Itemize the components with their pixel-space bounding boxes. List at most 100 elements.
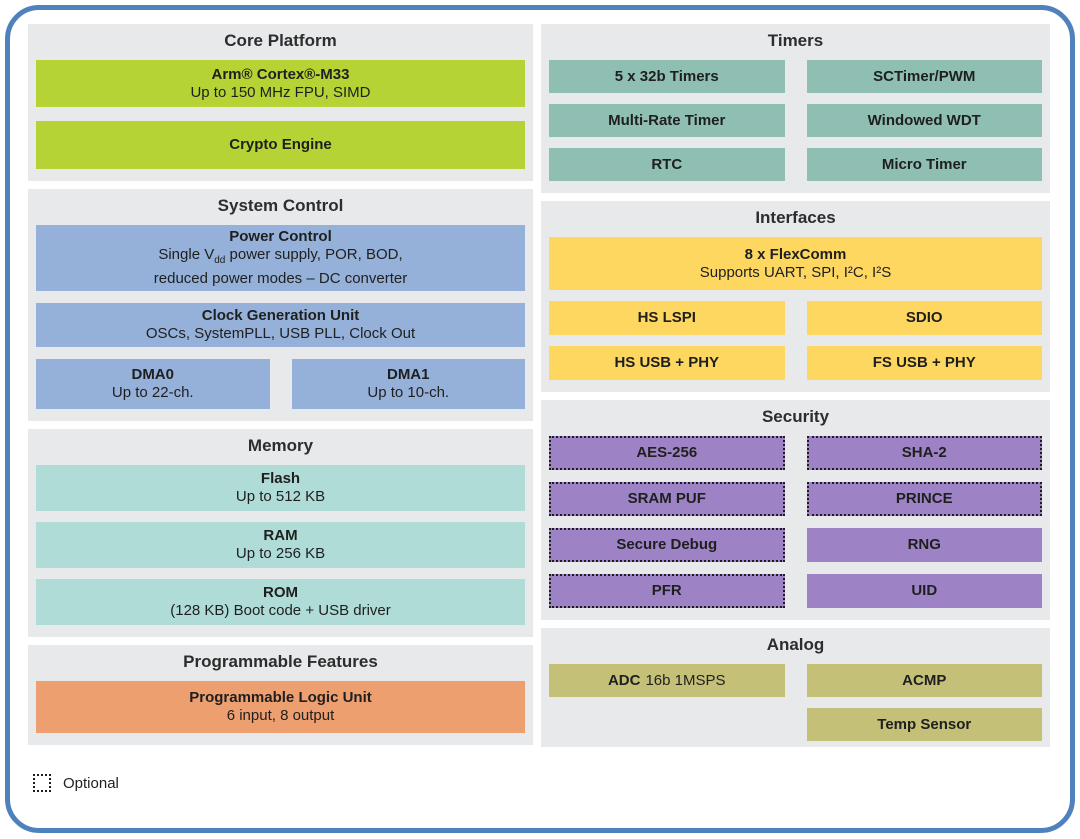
block-pfr: PFR: [549, 574, 785, 608]
block-secure-debug: Secure Debug: [549, 528, 785, 562]
block-title: Flash: [260, 470, 301, 487]
block-prince: PRINCE: [806, 482, 1042, 516]
block-subtitle: Up to 512 KB: [235, 488, 326, 505]
legend-label: Optional: [63, 774, 119, 792]
block-title: FS USB + PHY: [872, 354, 976, 371]
block-subtitle: Up to 150 MHz FPU, SIMD: [190, 83, 371, 101]
right-column: Timers 5 x 32b Timers SCTimer/PWM Multi-…: [541, 24, 1050, 755]
block-programmable-logic-unit: Programmable Logic Unit 6 input, 8 outpu…: [36, 681, 525, 733]
block-adc: ADC 16b 1MSPS: [549, 664, 785, 697]
block-subtitle: Up to 22-ch.: [111, 384, 194, 401]
block-clock-generation: Clock Generation Unit OSCs, SystemPLL, U…: [36, 303, 525, 347]
block-subtitle-line1: Single Vdd power supply, POR, BOD,: [40, 246, 521, 270]
block-title: DMA0: [131, 366, 174, 383]
block-flexcomm: 8 x FlexComm Supports UART, SPI, I²C, I²…: [549, 237, 1042, 290]
block-title: SHA-2: [901, 444, 947, 461]
legend-optional: Optional: [33, 774, 119, 792]
block-title: Multi-Rate Timer: [608, 111, 726, 129]
block-acmp: ACMP: [806, 664, 1042, 697]
left-column: Core Platform Arm® Cortex®-M33 Up to 150…: [28, 24, 533, 753]
block-title: ACMP: [902, 671, 947, 689]
section-security: Security AES-256 SHA-2 SRAM PUF PRINCE S…: [541, 400, 1050, 620]
block-title: ADC: [607, 671, 641, 689]
block-title: DMA1: [386, 366, 430, 383]
block-sctimer-pwm: SCTimer/PWM: [806, 60, 1042, 93]
block-sha-2: SHA-2: [806, 436, 1042, 470]
block-subtitle: (128 KB) Boot code + USB driver: [170, 602, 391, 619]
block-title: HS LSPI: [637, 309, 696, 326]
block-title: Secure Debug: [616, 536, 718, 553]
block-subtitle: Up to 256 KB: [235, 545, 326, 562]
section-memory: Memory Flash Up to 512 KB RAM Up to 256 …: [28, 429, 533, 637]
power-line1-pre: Single V: [158, 246, 215, 263]
block-power-control: Power Control Single Vdd power supply, P…: [36, 225, 525, 291]
block-micro-timer: Micro Timer: [806, 148, 1042, 181]
system-control-title: System Control: [217, 196, 344, 215]
block-subtitle: 6 input, 8 output: [226, 707, 335, 724]
block-temp-sensor: Temp Sensor: [806, 708, 1042, 741]
interfaces-title: Interfaces: [755, 208, 836, 227]
block-hs-lspi: HS LSPI: [549, 301, 785, 335]
block-sdio: SDIO: [806, 301, 1042, 335]
programmable-features-title: Programmable Features: [183, 652, 378, 671]
block-title: SDIO: [905, 309, 943, 326]
block-title: Micro Timer: [881, 155, 967, 173]
block-title: Crypto Engine: [229, 136, 332, 153]
analog-title: Analog: [766, 635, 825, 654]
section-timers: Timers 5 x 32b Timers SCTimer/PWM Multi-…: [541, 24, 1050, 193]
block-rng: RNG: [806, 528, 1042, 562]
block-title: PFR: [651, 582, 682, 599]
power-line1-sub: dd: [214, 255, 226, 266]
block-windowed-wdt: Windowed WDT: [806, 104, 1042, 137]
block-subtitle-line2: reduced power modes – DC converter: [153, 270, 408, 287]
section-analog: Analog ADC 16b 1MSPS ACMP Temp Sensor: [541, 628, 1050, 747]
block-title: RTC: [651, 155, 683, 173]
block-title: Power Control: [229, 228, 332, 245]
block-subtitle: 16b 1MSPS: [645, 671, 726, 689]
block-title: 8 x FlexComm: [744, 245, 847, 263]
block-title: Windowed WDT: [867, 111, 981, 129]
block-title: Arm® Cortex®-M33: [211, 65, 350, 83]
block-title: 5 x 32b Timers: [614, 67, 719, 85]
block-uid: UID: [806, 574, 1042, 608]
block-crypto-engine: Crypto Engine: [36, 121, 525, 169]
block-title: Temp Sensor: [877, 715, 972, 733]
block-title: Programmable Logic Unit: [189, 689, 372, 706]
block-rtc: RTC: [549, 148, 785, 181]
block-ram: RAM Up to 256 KB: [36, 522, 525, 568]
block-title: RNG: [907, 536, 941, 553]
optional-dashed-icon: [33, 774, 51, 792]
power-line1-post: power supply, POR, BOD,: [225, 246, 403, 263]
section-system-control: System Control Power Control Single Vdd …: [28, 189, 533, 421]
block-title: ROM: [263, 584, 298, 601]
timers-title: Timers: [767, 31, 824, 50]
block-dma1: DMA1 Up to 10-ch.: [291, 359, 525, 409]
block-sram-puf: SRAM PUF: [549, 482, 785, 516]
memory-title: Memory: [247, 436, 314, 455]
block-dma0: DMA0 Up to 22-ch.: [36, 359, 270, 409]
section-core-platform: Core Platform Arm® Cortex®-M33 Up to 150…: [28, 24, 533, 181]
block-aes-256: AES-256: [549, 436, 785, 470]
security-title: Security: [761, 407, 830, 426]
analog-empty-cell: [549, 708, 785, 741]
block-title: UID: [911, 582, 938, 599]
block-cortex-m33: Arm® Cortex®-M33 Up to 150 MHz FPU, SIMD: [36, 60, 525, 107]
block-subtitle: Supports UART, SPI, I²C, I²S: [699, 263, 892, 281]
block-32b-timers: 5 x 32b Timers: [549, 60, 785, 93]
block-title: Clock Generation Unit: [201, 307, 360, 324]
core-platform-title: Core Platform: [224, 31, 337, 50]
block-title: RAM: [263, 527, 298, 544]
block-fs-usb-phy: FS USB + PHY: [806, 346, 1042, 380]
block-title: SCTimer/PWM: [873, 67, 976, 85]
block-title: AES-256: [636, 444, 698, 461]
block-subtitle: Up to 10-ch.: [367, 384, 450, 401]
block-rom: ROM (128 KB) Boot code + USB driver: [36, 579, 525, 625]
block-flash: Flash Up to 512 KB: [36, 465, 525, 511]
section-programmable-features: Programmable Features Programmable Logic…: [28, 645, 533, 745]
block-multi-rate-timer: Multi-Rate Timer: [549, 104, 785, 137]
block-title: PRINCE: [895, 490, 953, 507]
block-hs-usb-phy: HS USB + PHY: [549, 346, 785, 380]
block-title: SRAM PUF: [627, 490, 706, 507]
section-interfaces: Interfaces 8 x FlexComm Supports UART, S…: [541, 201, 1050, 392]
block-title: HS USB + PHY: [614, 354, 720, 371]
